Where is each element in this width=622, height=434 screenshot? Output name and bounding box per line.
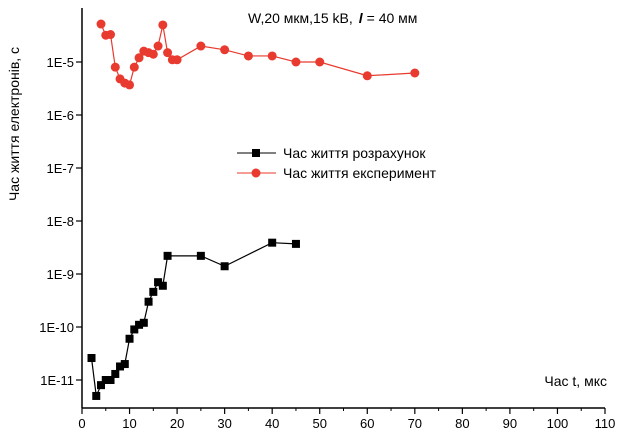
- x-tick-label: 60: [360, 416, 374, 431]
- data-point: [87, 354, 96, 363]
- data-point: [243, 51, 253, 61]
- y-tick-label: 1E-6: [47, 108, 74, 123]
- y-tick-label: 1E-7: [47, 161, 74, 176]
- data-point: [101, 376, 110, 384]
- data-point: [125, 80, 135, 90]
- annotation-l-value: = 40 мм: [367, 10, 418, 26]
- legend-marker-circle: [251, 168, 261, 178]
- data-point: [153, 41, 163, 51]
- legend: Час життя розрахунок Час життя експериме…: [237, 145, 437, 181]
- annotation-text: W,20 мкм,15 kB,: [248, 10, 353, 26]
- data-point: [97, 381, 106, 390]
- legend-label-calculation: Час життя розрахунок: [283, 145, 426, 161]
- data-point: [139, 318, 148, 327]
- y-tick-label: 1E-11: [40, 373, 74, 388]
- y-tick-label: 1E-8: [47, 214, 74, 229]
- legend-item-calculation: Час життя розрахунок: [237, 145, 426, 161]
- x-tick-label: 10: [122, 416, 136, 431]
- x-tick-label: 0: [78, 416, 85, 431]
- data-point: [120, 360, 129, 369]
- x-axis-title: Час t, мкс: [544, 373, 607, 389]
- data-point: [158, 281, 167, 290]
- data-point: [129, 62, 139, 72]
- data-point: [149, 287, 158, 296]
- legend-marker-square: [252, 149, 260, 157]
- x-tick-label: 110: [595, 416, 616, 431]
- data-point: [196, 41, 206, 51]
- data-point: [110, 62, 120, 72]
- x-tick-label: 20: [170, 416, 184, 431]
- data-point: [116, 362, 125, 371]
- x-tick-label: 100: [547, 416, 569, 431]
- axis-ticks: 0 10 20 30 40 50 60 70 80 90 100 110 1E-11 1E-10 1E-9 1…: [39, 55, 615, 431]
- x-tick-label: 70: [408, 416, 422, 431]
- data-point: [154, 278, 163, 287]
- y-tick-label: 1E-5: [47, 55, 74, 70]
- x-tick-label: 80: [455, 416, 469, 431]
- data-point: [267, 51, 277, 61]
- chart-annotation: W,20 мкм,15 kB, l = 40 мм: [248, 10, 417, 26]
- data-point: [130, 325, 139, 334]
- series-experiment: [96, 19, 420, 90]
- data-point: [106, 30, 116, 40]
- data-point: [220, 45, 230, 55]
- data-point: [362, 71, 372, 81]
- data-point: [125, 334, 134, 343]
- data-point: [92, 391, 101, 400]
- data-point: [148, 49, 158, 59]
- data-point: [172, 55, 182, 65]
- data-point: [291, 239, 300, 248]
- series-line: [90, 242, 296, 399]
- data-point: [144, 297, 153, 306]
- x-tick-label: 90: [503, 416, 517, 431]
- y-axis-title: Час життя електронів, с: [6, 47, 22, 201]
- series-calculation: [87, 238, 300, 400]
- series-layer: [87, 19, 420, 400]
- data-point: [196, 251, 205, 260]
- data-point: [163, 48, 173, 58]
- data-point: [134, 53, 144, 63]
- annotation-l-symbol: l: [359, 10, 364, 26]
- x-tick-label: 30: [217, 416, 231, 431]
- data-point: [410, 68, 420, 78]
- data-point: [291, 57, 301, 67]
- y-tick-label: 1E-9: [47, 267, 74, 282]
- x-tick-label: 40: [265, 416, 279, 431]
- legend-label-experiment: Час життя експеримент: [283, 165, 437, 181]
- data-point: [96, 19, 106, 29]
- data-point: [220, 262, 229, 271]
- x-tick-label: 50: [312, 416, 326, 431]
- data-point: [111, 369, 120, 378]
- data-point: [268, 238, 277, 247]
- y-tick-label: 1E-10: [39, 320, 74, 335]
- data-point: [163, 251, 172, 260]
- data-point: [158, 20, 168, 30]
- data-point: [106, 376, 115, 384]
- svg-text:W,20 мкм,15 kB,l= 40 мм: W,20 мкм,15 kB, l = 40 мм: [248, 10, 417, 26]
- legend-item-experiment: Час життя експеримент: [237, 165, 437, 181]
- data-point: [135, 320, 144, 329]
- data-point: [315, 57, 325, 67]
